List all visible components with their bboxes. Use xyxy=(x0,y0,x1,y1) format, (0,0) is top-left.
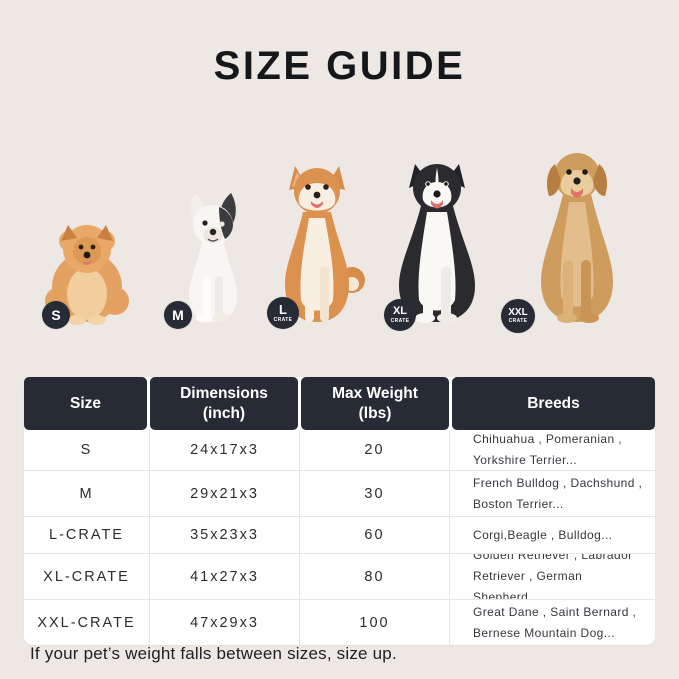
cell-breeds: Corgi,Beagle , Bulldog... xyxy=(449,517,655,553)
badge-label: XL xyxy=(392,305,408,318)
border-collie-icon xyxy=(399,164,475,323)
cell-dimensions: 35x23x3 xyxy=(149,517,299,553)
cell-max-weight: 20 xyxy=(299,430,449,470)
size-badge-l-crate: L CRATE xyxy=(267,297,299,329)
badge-label: L xyxy=(279,302,287,318)
golden-retriever-icon xyxy=(541,153,613,323)
table-row-xl-crate: XL-CRATE 41x27x3 80 Golden Retriever , L… xyxy=(24,554,655,600)
size-badge-s: S xyxy=(42,301,70,329)
badge-sublabel: CRATE xyxy=(390,317,410,324)
size-table-body: S 24x17x3 20 Chihuahua , Pomeranian , Yo… xyxy=(24,430,655,645)
cell-breeds: Great Dane , Saint Bernard , Bernese Mou… xyxy=(449,600,655,645)
cell-max-weight: 60 xyxy=(299,517,449,553)
cell-max-weight: 30 xyxy=(299,471,449,516)
cell-breeds: French Bulldog , Dachshund , Boston Terr… xyxy=(449,471,655,516)
cell-size: XL-CRATE xyxy=(43,568,130,585)
shiba-inu-illustration xyxy=(268,160,366,332)
badge-label: S xyxy=(51,307,61,323)
french-bulldog-icon xyxy=(189,193,237,323)
shiba-inu-icon xyxy=(285,166,365,322)
cell-dimensions: 24x17x3 xyxy=(149,430,299,470)
size-table: Size Dimensions (inch) Max Weight (lbs) … xyxy=(24,377,655,645)
table-row-m: M 29x21x3 30 French Bulldog , Dachshund … xyxy=(24,471,655,517)
golden-retriever-illustration xyxy=(526,146,628,332)
size-badge-xl-crate: XL CRATE xyxy=(384,299,416,331)
table-row-s: S 24x17x3 20 Chihuahua , Pomeranian , Yo… xyxy=(24,430,655,471)
cell-size: L-CRATE xyxy=(49,527,124,543)
size-badge-m: M xyxy=(164,301,192,329)
header-dimensions: Dimensions (inch) xyxy=(150,377,298,430)
cell-max-weight: 80 xyxy=(299,554,449,599)
badge-sublabel: CRATE xyxy=(508,318,528,325)
cell-max-weight: 100 xyxy=(299,600,449,645)
page-title: SIZE GUIDE xyxy=(213,44,466,88)
cell-dimensions: 29x21x3 xyxy=(149,471,299,516)
pomeranian-dog-illustration xyxy=(40,214,134,326)
badge-label: M xyxy=(172,307,184,323)
cell-size: S xyxy=(80,442,93,458)
pomeranian-dog-icon xyxy=(45,225,129,325)
dog-lineup: S M L CRATE XL CRATE XXL CRATE xyxy=(40,146,628,333)
header-max-weight: Max Weight (lbs) xyxy=(301,377,449,430)
cell-size: XXL-CRATE xyxy=(37,614,136,631)
size-table-header: Size Dimensions (inch) Max Weight (lbs) … xyxy=(24,377,655,430)
cell-breeds: Chihuahua , Pomeranian , Yorkshire Terri… xyxy=(449,430,655,470)
table-row-l-crate: L-CRATE 35x23x3 60 Corgi,Beagle , Bulldo… xyxy=(24,517,655,554)
border-collie-illustration xyxy=(380,156,494,332)
badge-sublabel: CRATE xyxy=(273,316,293,323)
sizing-note: If your pet’s weight falls between sizes… xyxy=(30,644,397,663)
cell-dimensions: 41x27x3 xyxy=(149,554,299,599)
header-size: Size xyxy=(24,377,147,430)
cell-dimensions: 47x29x3 xyxy=(149,600,299,645)
cell-size: M xyxy=(79,485,94,502)
french-bulldog-illustration xyxy=(174,190,252,326)
badge-label: XXL xyxy=(508,306,528,318)
size-badge-xxl-crate: XXL CRATE xyxy=(501,299,535,333)
cell-breeds: Golden Retriever , Labrador Retriever , … xyxy=(449,554,655,599)
table-row-xxl-crate: XXL-CRATE 47x29x3 100 Great Dane , Saint… xyxy=(24,600,655,645)
header-breeds: Breeds xyxy=(452,377,655,430)
